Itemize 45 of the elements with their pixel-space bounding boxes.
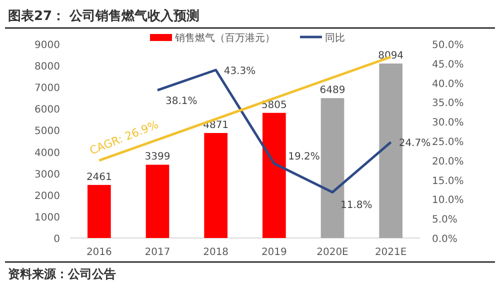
bar <box>88 184 111 238</box>
y-tick-label: 2000 <box>34 190 60 202</box>
bar <box>262 112 286 238</box>
y-tick-label: 5000 <box>34 126 60 138</box>
data-label: 38.1% <box>166 96 198 108</box>
data-label: 6489 <box>320 85 346 96</box>
y2-tick-label: 25.0% <box>432 137 464 148</box>
y-tick-label: 0 <box>54 234 60 245</box>
y2-tick-label: 35.0% <box>432 98 464 110</box>
legend-label: 同比 <box>325 32 345 44</box>
y2-tick-label: 5.0% <box>432 214 458 226</box>
data-label: 3399 <box>144 152 170 163</box>
y-tick-label: 7000 <box>34 83 60 94</box>
data-label: 19.2% <box>288 152 320 163</box>
data-label: 2461 <box>86 172 112 183</box>
y-tick-label: 1000 <box>34 212 60 224</box>
bar <box>146 164 170 238</box>
x-tick-label: 2021E <box>374 247 407 258</box>
data-label: 24.7% <box>398 138 431 150</box>
y2-tick-label: 0.0% <box>432 234 458 245</box>
y-tick-label: 6000 <box>34 104 60 116</box>
y2-tick-label: 30.0% <box>432 118 464 129</box>
y2-tick-label: 15.0% <box>432 176 464 187</box>
y-tick-label: 9000 <box>34 40 60 51</box>
bar <box>204 133 228 238</box>
x-tick-label: 2020E <box>316 247 348 258</box>
x-tick-label: 2017 <box>144 247 170 258</box>
y2-tick-label: 50.0% <box>432 40 464 51</box>
legend-item: 销售燃气（百万港元） <box>150 33 275 44</box>
chart-title: 图表27： 公司销售燃气收入预测 <box>8 8 200 24</box>
y-tick-label: 4000 <box>34 148 60 159</box>
y2-tick-label: 40.0% <box>432 78 464 90</box>
x-tick-label: 2019 <box>261 247 287 258</box>
text: 资料来源：公司公告 <box>8 267 116 281</box>
x-tick-label: 2018 <box>203 247 229 258</box>
y2-tick-label: 10.0% <box>432 195 464 206</box>
y-tick-label: 3000 <box>34 169 60 180</box>
x-tick-label: 2016 <box>86 247 112 258</box>
data-label: 43.3% <box>224 66 256 77</box>
data-label: 11.8% <box>340 200 372 212</box>
y2-tick-label: 20.0% <box>432 156 464 168</box>
legend-item: 同比 <box>300 33 345 44</box>
legend-label: 销售燃气（百万港元） <box>174 32 275 44</box>
y-tick-label: 8000 <box>34 62 60 73</box>
y2-tick-label: 45.0% <box>432 59 464 70</box>
